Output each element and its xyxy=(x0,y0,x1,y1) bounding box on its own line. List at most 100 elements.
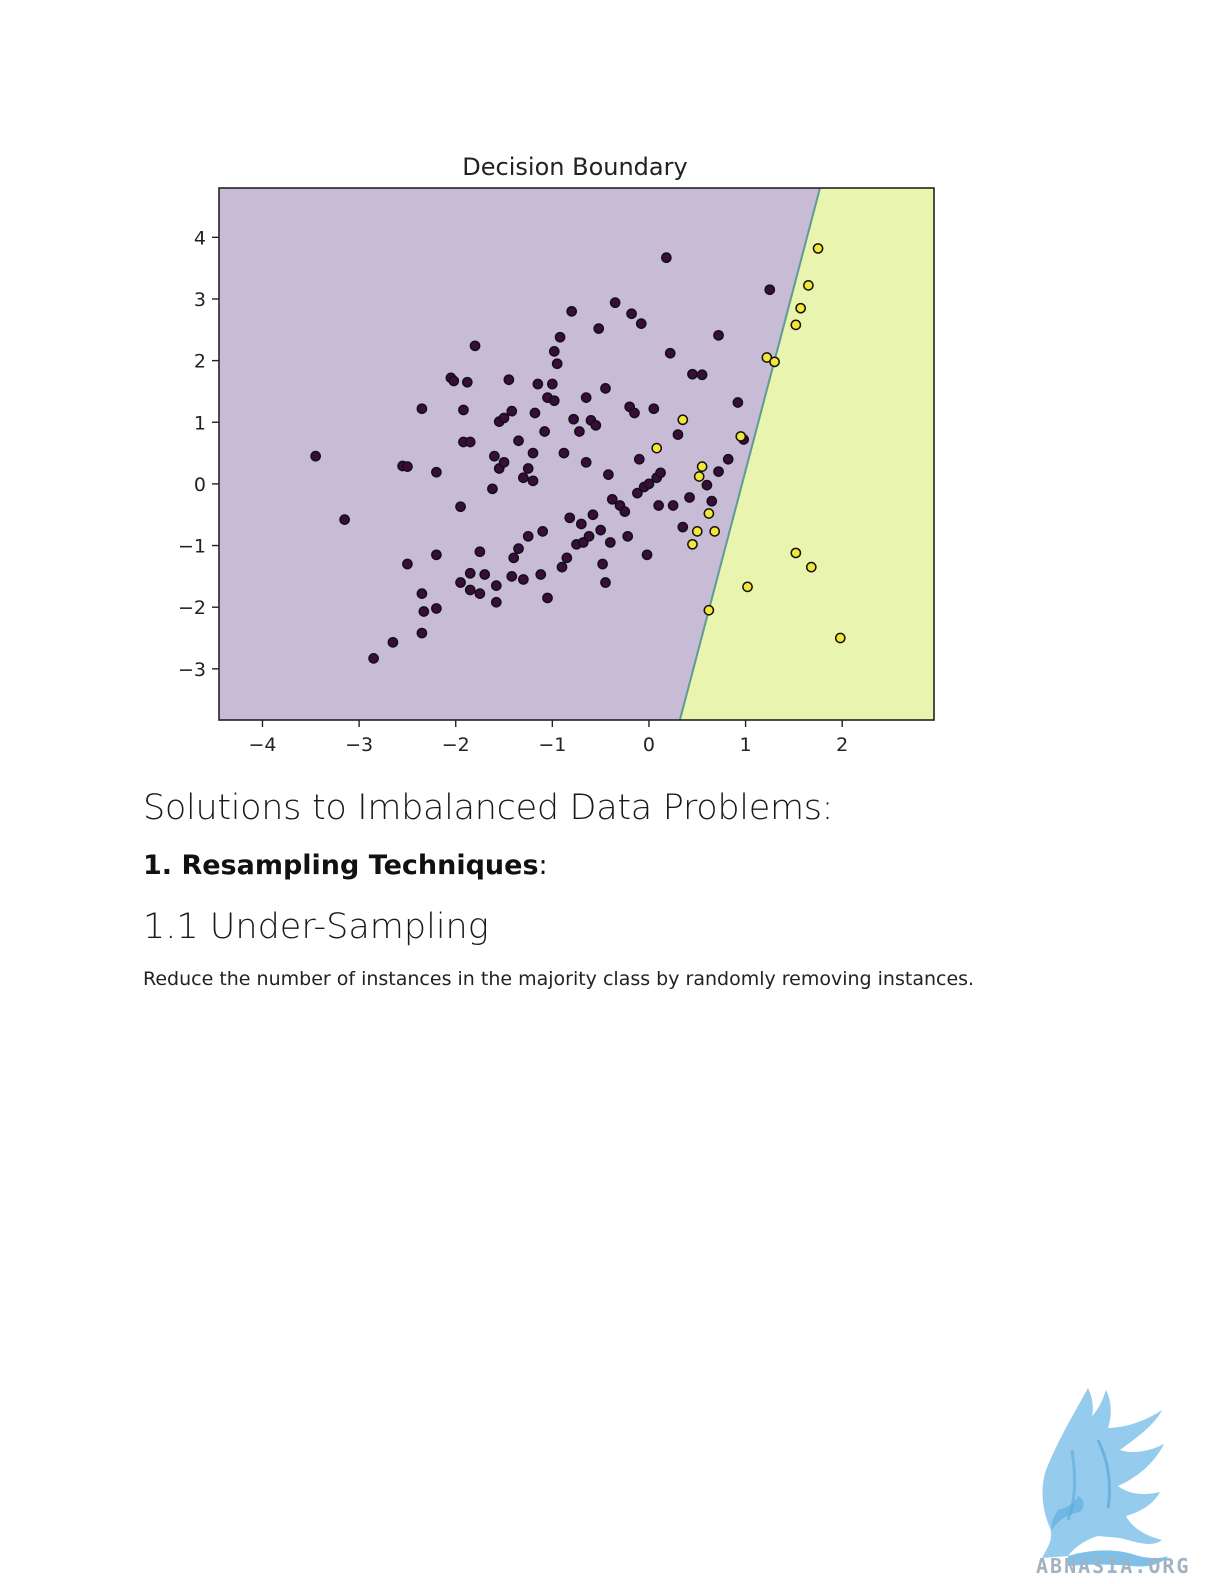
majority-point xyxy=(620,507,629,516)
minority-point xyxy=(698,462,707,471)
majority-point xyxy=(507,407,516,416)
griffin-icon xyxy=(1028,1380,1214,1576)
minority-point xyxy=(770,357,779,366)
majority-point xyxy=(698,370,707,379)
section-heading: Solutions to Imbalanced Data Problems: xyxy=(143,788,833,828)
majority-point xyxy=(604,470,613,479)
decision-boundary-chart: Decision Boundary −4 −3 −2 −1 0 1 2 −3 −2 −1 0 1 2 3 4 xyxy=(150,140,970,770)
majority-point xyxy=(499,413,508,422)
majority-point xyxy=(492,598,501,607)
majority-point xyxy=(403,559,412,568)
minority-point xyxy=(791,548,800,557)
minority-point xyxy=(813,244,822,253)
minority-point xyxy=(807,563,816,572)
minority-point xyxy=(693,527,702,536)
majority-point xyxy=(575,427,584,436)
majority-point xyxy=(524,464,533,473)
majority-point xyxy=(463,378,472,387)
majority-point xyxy=(550,347,559,356)
majority-point xyxy=(540,427,549,436)
majority-point xyxy=(548,379,557,388)
majority-point xyxy=(417,404,426,413)
y-tick-label: −1 xyxy=(178,536,206,558)
majority-point xyxy=(654,501,663,510)
majority-point xyxy=(507,572,516,581)
majority-point xyxy=(340,515,349,524)
minority-point xyxy=(704,606,713,615)
majority-point xyxy=(504,375,513,384)
majority-point xyxy=(649,404,658,413)
logo-text: ABNASIA.ORG xyxy=(1036,1554,1190,1578)
minority-point xyxy=(804,281,813,290)
x-tick-label: −1 xyxy=(538,734,566,756)
majority-point xyxy=(475,547,484,556)
majority-point xyxy=(432,468,441,477)
majority-point xyxy=(519,575,528,584)
majority-point xyxy=(666,349,675,358)
majority-point xyxy=(509,553,518,562)
majority-point xyxy=(601,578,610,587)
subsection-heading: 1. Resampling Techniques: xyxy=(143,850,548,881)
plot-area: −4 −3 −2 −1 0 1 2 −3 −2 −1 0 1 2 3 4 xyxy=(178,188,934,756)
majority-point xyxy=(608,495,617,504)
majority-point xyxy=(417,589,426,598)
majority-point xyxy=(499,458,508,467)
minority-point xyxy=(652,444,661,453)
majority-point xyxy=(685,493,694,502)
majority-point xyxy=(388,638,397,647)
minority-point xyxy=(836,633,845,642)
majority-point xyxy=(538,527,547,536)
body-paragraph: Reduce the number of instances in the ma… xyxy=(143,968,974,990)
majority-point xyxy=(519,473,528,482)
majority-point xyxy=(733,398,742,407)
x-tick-label: −2 xyxy=(442,734,470,756)
majority-point xyxy=(594,324,603,333)
majority-point xyxy=(565,513,574,522)
majority-point xyxy=(369,654,378,663)
subsection-heading-suffix: : xyxy=(539,850,548,881)
majority-point xyxy=(637,319,646,328)
majority-point xyxy=(598,559,607,568)
majority-point xyxy=(577,519,586,528)
majority-point xyxy=(514,436,523,445)
majority-point xyxy=(466,585,475,594)
majority-point xyxy=(623,532,632,541)
majority-point xyxy=(557,563,566,572)
majority-point xyxy=(765,285,774,294)
majority-point xyxy=(714,467,723,476)
majority-point xyxy=(627,309,636,318)
majority-point xyxy=(553,359,562,368)
x-tick-label: 1 xyxy=(740,734,752,756)
minority-point xyxy=(678,415,687,424)
majority-point xyxy=(688,370,697,379)
subsubsection-heading: 1.1 Under-Sampling xyxy=(143,907,489,947)
minority-point xyxy=(688,540,697,549)
majority-point xyxy=(582,393,591,402)
majority-point xyxy=(480,570,489,579)
minority-point xyxy=(695,472,704,481)
majority-point xyxy=(419,607,428,616)
majority-point xyxy=(459,405,468,414)
majority-point xyxy=(403,462,412,471)
majority-point xyxy=(662,253,671,262)
majority-point xyxy=(724,455,733,464)
majority-point xyxy=(530,408,539,417)
y-tick-label: 2 xyxy=(194,351,206,373)
subsection-heading-bold: 1. Resampling Techniques xyxy=(143,850,539,881)
majority-point xyxy=(630,408,639,417)
majority-point xyxy=(475,589,484,598)
majority-point xyxy=(432,550,441,559)
majority-point xyxy=(567,307,576,316)
majority-point xyxy=(588,510,597,519)
minority-point xyxy=(796,304,805,313)
y-tick-label: −3 xyxy=(178,659,206,681)
majority-point xyxy=(669,501,678,510)
majority-point xyxy=(514,544,523,553)
majority-point xyxy=(702,481,711,490)
majority-point xyxy=(584,532,593,541)
majority-point xyxy=(601,384,610,393)
majority-point xyxy=(432,604,441,613)
majority-point xyxy=(656,468,665,477)
majority-point xyxy=(490,452,499,461)
majority-point xyxy=(449,376,458,385)
